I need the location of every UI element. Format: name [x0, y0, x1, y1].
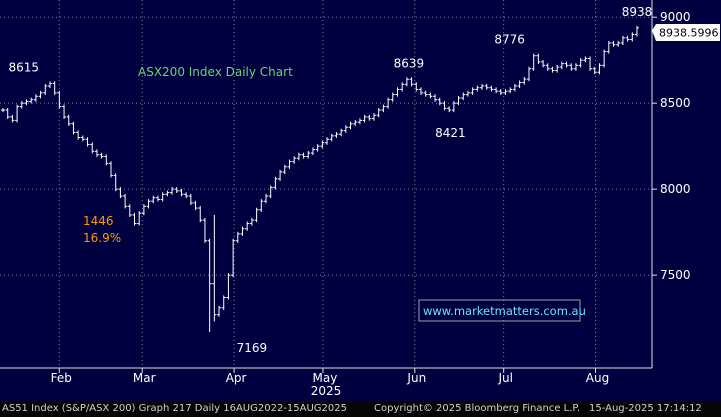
value-label-8421: 8421: [435, 126, 466, 140]
decline-percent-label: 16.9%: [83, 231, 121, 245]
grid-lines: [0, 0, 652, 368]
value-label-7169: 7169: [237, 341, 268, 355]
value-label-8776: 8776: [494, 33, 525, 47]
year-label: 2025: [311, 384, 342, 398]
y-axis: 7500 8000 8500 9000: [652, 10, 691, 282]
last-price-marker: 8938.5996: [652, 24, 720, 41]
x-tick-label: Apr: [226, 371, 247, 385]
decline-points-label: 1446: [83, 214, 114, 228]
x-tick-label: Feb: [51, 371, 72, 385]
value-label-8639: 8639: [394, 56, 425, 70]
x-tick-label: Mar: [133, 371, 156, 385]
price-bars: [1, 25, 639, 333]
x-tick-label: Jun: [406, 371, 426, 385]
watermark-box: [418, 299, 581, 322]
chart-background: [0, 0, 721, 401]
bloomberg-footer: AS51 Index (S&P/ASX 200) Graph 217 Daily…: [0, 401, 721, 417]
chart-title: ASX200 Index Daily Chart: [138, 65, 293, 79]
last-price-label: 8938.5996: [659, 27, 719, 40]
annotations: 8615 7169 8639 8421 8776 8938 1446 16.9%: [8, 5, 652, 355]
footer-series-info: AS51 Index (S&P/ASX 200) Graph 217 Daily…: [2, 403, 348, 414]
last-price-box: [652, 24, 720, 41]
x-tick-label: May: [313, 371, 338, 385]
footer-copyright: Copyright© 2025 Bloomberg Finance L.P.: [374, 403, 581, 414]
y-tick-label: 8000: [660, 182, 691, 196]
y-tick-label: 7500: [660, 268, 691, 282]
x-axis: Feb Mar Apr May Jun Jul Aug: [51, 368, 609, 385]
y-tick-label: 8500: [660, 96, 691, 110]
value-label-8615: 8615: [8, 60, 39, 74]
value-label-8938: 8938: [622, 5, 653, 19]
y-tick-label: 9000: [660, 10, 691, 24]
x-tick-label: Jul: [497, 371, 512, 385]
watermark-text: www.marketmatters.com.au: [423, 304, 586, 318]
x-tick-label: Aug: [586, 371, 609, 385]
footer-timestamp: 15-Aug-2025 17:14:12: [589, 403, 702, 414]
